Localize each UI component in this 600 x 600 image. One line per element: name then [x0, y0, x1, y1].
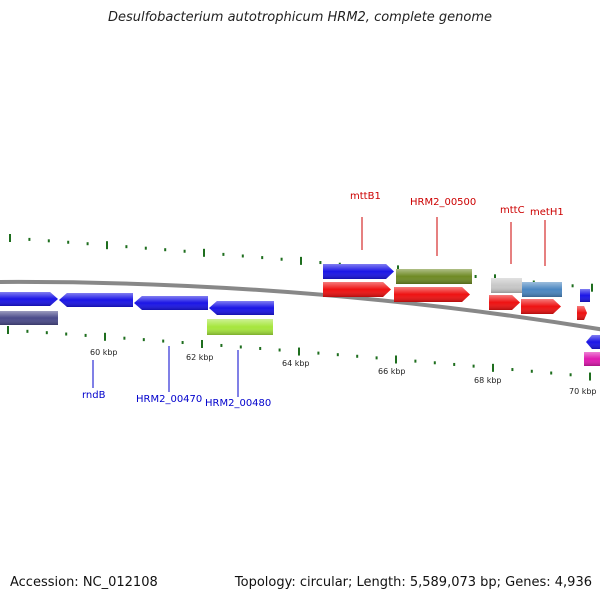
outer-minor-tick [222, 252, 225, 256]
inner-minor-tick [220, 343, 223, 347]
outer-minor-tick [67, 240, 70, 244]
outer-minor-tick [125, 245, 128, 249]
outer-major-tick [106, 241, 108, 250]
gene-label-mttC: mttC [500, 205, 525, 216]
inner-major-tick [492, 363, 494, 372]
inner-minor-tick [239, 345, 242, 349]
scale-labels: 60 kbp 62 kbp 64 kbp 66 kbp 68 kbp 70 kb… [90, 348, 597, 396]
gene-arrow-metH1-red-shading [521, 299, 561, 314]
gene-label-HRM2_00470: HRM2_00470 [136, 394, 202, 405]
scale-label-68kbp: 68 kbp [474, 376, 502, 385]
outer-minor-tick [47, 239, 50, 243]
inner-major-tick [298, 347, 300, 356]
inner-major-tick [395, 355, 397, 364]
gene-block-HRM2_00500-shading [396, 269, 472, 284]
gene-label-mttB1: mttB1 [350, 191, 381, 202]
outer-major-tick [203, 248, 205, 257]
scale-label-66kbp: 66 kbp [378, 367, 406, 376]
inner-minor-tick [317, 351, 320, 355]
inner-major-tick [201, 339, 203, 348]
gene-arrow-HRM2_00500-red-shading [394, 287, 470, 302]
gene-label-metH1: metH1 [530, 207, 564, 218]
map-title: Desulfobacterium autotrophicum HRM2, com… [107, 10, 493, 25]
inner-minor-tick [84, 333, 87, 337]
gene-label-HRM2_00500: HRM2_00500 [410, 197, 476, 208]
scale-label-70kbp: 70 kbp [569, 387, 597, 396]
inner-major-tick [104, 332, 106, 341]
outer-major-tick [9, 234, 11, 242]
gene-label-rndB: rndB [82, 390, 106, 401]
inner-minor-tick [472, 364, 475, 368]
inner-minor-tick [569, 373, 572, 377]
outer-minor-tick [86, 242, 89, 246]
reverse-gene-labels: rndB HRM2_00470 HRM2_00480 [82, 346, 271, 409]
accession-text: Accession: NC_012108 [10, 575, 158, 590]
inner-minor-tick [375, 356, 378, 360]
inner-major-tick [589, 372, 591, 381]
inner-minor-tick [356, 354, 359, 358]
gene-arrow-edge-blue-shading [586, 335, 600, 349]
inner-minor-tick [530, 369, 533, 373]
gene-block-mttC-shading [491, 278, 522, 293]
genome-backbone [0, 279, 600, 332]
gene-arrow-mttB1-red-shading [323, 282, 391, 297]
outer-minor-tick [164, 248, 167, 252]
inner-major-tick [7, 326, 9, 334]
inner-minor-tick [123, 336, 126, 340]
gene-block-navy-shading [0, 311, 58, 325]
scale-label-64kbp: 64 kbp [282, 359, 310, 368]
inner-minor-tick [181, 341, 184, 345]
outer-minor-tick [241, 254, 244, 258]
gene-arrow-small-red-shading [577, 306, 587, 320]
gene-block-lime-shading [207, 319, 273, 335]
gene-features [0, 264, 600, 366]
outer-major-tick [300, 256, 302, 265]
scale-label-62kbp: 62 kbp [186, 353, 214, 362]
gene-arrow-reverse-2-shading [59, 293, 133, 307]
outer-minor-tick [28, 237, 31, 241]
inner-minor-tick [511, 368, 514, 372]
outer-minor-tick [319, 261, 322, 265]
outer-minor-tick [571, 284, 574, 288]
inner-minor-tick [65, 332, 68, 336]
gene-arrow-mttC-red-shading [489, 295, 520, 310]
inner-minor-tick [45, 331, 48, 335]
gene-arrow-rndB-shading [0, 292, 58, 306]
inner-minor-tick [414, 359, 417, 363]
gene-block-small-blue-shading [580, 289, 590, 302]
outer-major-tick [591, 283, 593, 292]
gene-arrow-HRM2_00480-upper-shading [209, 301, 274, 315]
genome-summary-text: Topology: circular; Length: 5,589,073 bp… [234, 575, 592, 590]
inner-tick-track [7, 326, 591, 381]
inner-minor-tick [453, 362, 456, 366]
inner-minor-tick [26, 329, 29, 333]
forward-gene-labels: mttB1 HRM2_00500 mttC metH1 [350, 191, 564, 266]
gene-block-magenta-shading [584, 352, 600, 366]
outer-minor-tick [280, 257, 283, 261]
outer-minor-tick [261, 256, 264, 260]
inner-minor-tick [433, 361, 436, 365]
inner-minor-tick [550, 371, 553, 375]
gene-arrow-HRM2_00470-shading [134, 296, 208, 310]
gene-block-metH1-shading [522, 282, 562, 297]
outer-minor-tick [183, 249, 186, 253]
inner-minor-tick [162, 339, 165, 343]
scale-label-60kbp: 60 kbp [90, 348, 118, 357]
inner-minor-tick [336, 353, 339, 357]
gene-label-HRM2_00480: HRM2_00480 [205, 398, 271, 409]
gene-arrow-mttB1-shading [323, 264, 394, 279]
inner-minor-tick [278, 348, 281, 352]
outer-minor-tick [144, 246, 147, 250]
inner-minor-tick [142, 338, 145, 342]
inner-minor-tick [259, 346, 262, 350]
outer-minor-tick [474, 274, 477, 278]
